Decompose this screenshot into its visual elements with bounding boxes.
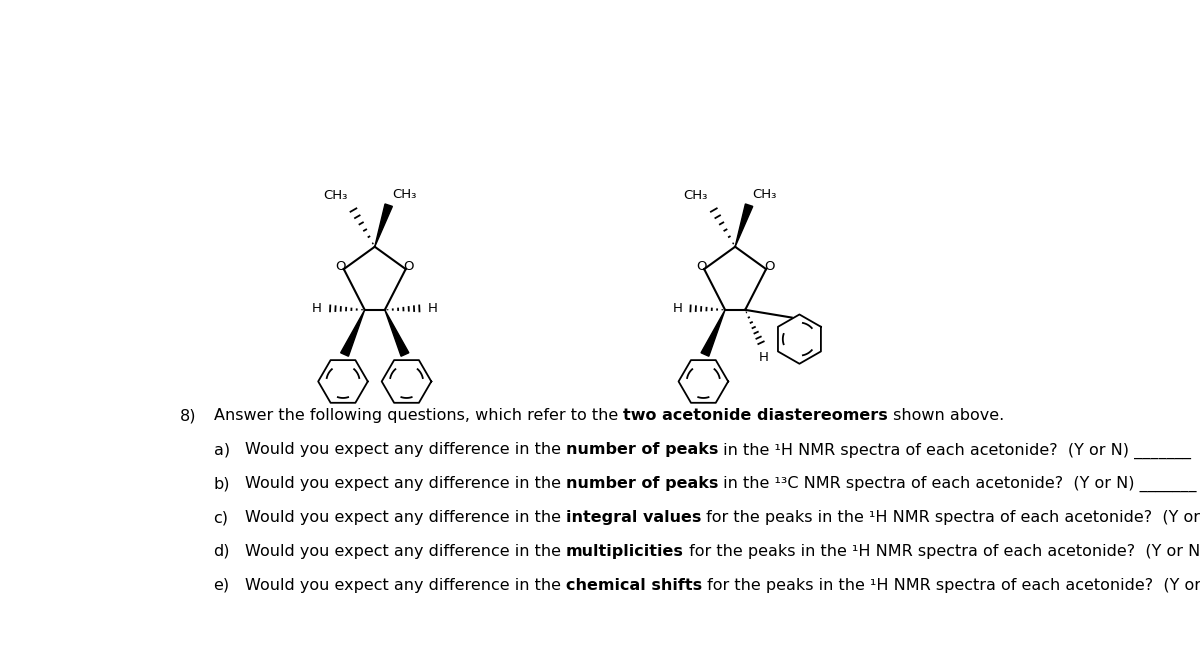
Text: number of peaks: number of peaks xyxy=(565,442,718,458)
Text: for the peaks in the ¹H NMR spectra of each acetonide?  (Y or N) _______: for the peaks in the ¹H NMR spectra of e… xyxy=(684,544,1200,560)
Text: number of peaks: number of peaks xyxy=(565,477,718,492)
Text: d): d) xyxy=(214,544,230,559)
Text: multiplicities: multiplicities xyxy=(565,544,684,559)
Polygon shape xyxy=(385,310,409,356)
Text: Would you expect any difference in the: Would you expect any difference in the xyxy=(245,578,565,593)
Text: O: O xyxy=(696,260,707,273)
Text: two acetonide diastereomers: two acetonide diastereomers xyxy=(623,408,888,423)
Text: integral values: integral values xyxy=(565,510,701,525)
Text: O: O xyxy=(336,260,346,273)
Text: for the peaks in the ¹H NMR spectra of each acetonide?  (Y or N) ______: for the peaks in the ¹H NMR spectra of e… xyxy=(702,578,1200,594)
Text: CH₃: CH₃ xyxy=(323,189,348,202)
Text: Answer the following questions, which refer to the: Answer the following questions, which re… xyxy=(214,408,623,423)
Text: in the ¹H NMR spectra of each acetonide?  (Y or N) _______: in the ¹H NMR spectra of each acetonide?… xyxy=(718,442,1192,458)
Text: b): b) xyxy=(214,477,230,492)
Polygon shape xyxy=(736,204,752,247)
Text: 8): 8) xyxy=(180,408,196,423)
Text: c): c) xyxy=(214,510,228,525)
Polygon shape xyxy=(374,204,392,247)
Text: CH₃: CH₃ xyxy=(684,189,708,202)
Text: e): e) xyxy=(214,578,229,593)
Text: Would you expect any difference in the: Would you expect any difference in the xyxy=(245,510,565,525)
Text: in the ¹³C NMR spectra of each acetonide?  (Y or N) _______: in the ¹³C NMR spectra of each acetonide… xyxy=(718,477,1196,492)
Text: Would you expect any difference in the: Would you expect any difference in the xyxy=(245,442,565,458)
Text: for the peaks in the ¹H NMR spectra of each acetonide?  (Y or N) ______: for the peaks in the ¹H NMR spectra of e… xyxy=(701,510,1200,526)
Text: H: H xyxy=(758,352,769,365)
Text: O: O xyxy=(403,260,414,273)
Text: CH₃: CH₃ xyxy=(752,188,776,201)
Polygon shape xyxy=(701,310,725,356)
Polygon shape xyxy=(341,310,365,356)
Text: Would you expect any difference in the: Would you expect any difference in the xyxy=(245,544,565,559)
Text: H: H xyxy=(312,302,322,315)
Text: O: O xyxy=(764,260,774,273)
Text: CH₃: CH₃ xyxy=(391,188,416,201)
Text: shown above.: shown above. xyxy=(888,408,1004,423)
Text: chemical shifts: chemical shifts xyxy=(565,578,702,593)
Text: H: H xyxy=(672,302,683,315)
Text: H: H xyxy=(427,302,437,315)
Text: a): a) xyxy=(214,442,229,458)
Text: Would you expect any difference in the: Would you expect any difference in the xyxy=(245,477,565,492)
